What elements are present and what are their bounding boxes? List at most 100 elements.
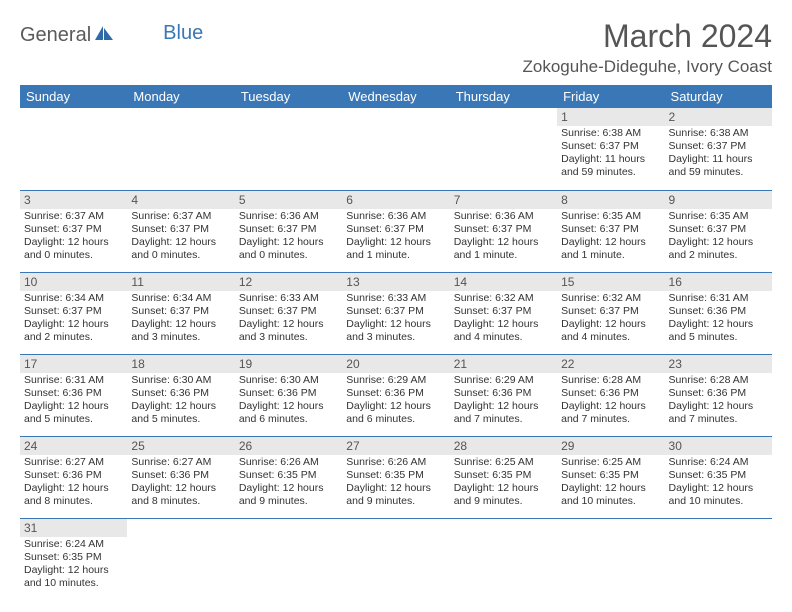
day-number: 27 xyxy=(342,437,449,455)
day-details: Sunrise: 6:32 AMSunset: 6:37 PMDaylight:… xyxy=(450,291,557,346)
daylight-text: Daylight: 12 hours and 4 minutes. xyxy=(561,318,660,344)
sunset-text: Sunset: 6:36 PM xyxy=(561,387,660,400)
sunset-text: Sunset: 6:36 PM xyxy=(24,387,123,400)
sunset-text: Sunset: 6:35 PM xyxy=(24,551,123,564)
day-number: 10 xyxy=(20,273,127,291)
daylight-text: Daylight: 11 hours and 59 minutes. xyxy=(669,153,768,179)
sunrise-text: Sunrise: 6:31 AM xyxy=(24,374,123,387)
sunrise-text: Sunrise: 6:26 AM xyxy=(239,456,338,469)
day-details: Sunrise: 6:31 AMSunset: 6:36 PMDaylight:… xyxy=(665,291,772,346)
daylight-text: Daylight: 12 hours and 4 minutes. xyxy=(454,318,553,344)
day-number: 2 xyxy=(665,108,772,126)
day-number: 13 xyxy=(342,273,449,291)
calendar-day-cell xyxy=(20,108,127,190)
day-number: 30 xyxy=(665,437,772,455)
calendar-day-cell: 11Sunrise: 6:34 AMSunset: 6:37 PMDayligh… xyxy=(127,272,234,354)
logo-text-blue: Blue xyxy=(163,22,203,45)
daylight-text: Daylight: 12 hours and 7 minutes. xyxy=(454,400,553,426)
sunrise-text: Sunrise: 6:37 AM xyxy=(131,210,230,223)
day-details: Sunrise: 6:37 AMSunset: 6:37 PMDaylight:… xyxy=(20,209,127,264)
calendar-day-cell xyxy=(665,518,772,600)
calendar-week-row: 31Sunrise: 6:24 AMSunset: 6:35 PMDayligh… xyxy=(20,518,772,600)
calendar-day-cell: 6Sunrise: 6:36 AMSunset: 6:37 PMDaylight… xyxy=(342,190,449,272)
day-number: 23 xyxy=(665,355,772,373)
calendar-day-cell: 16Sunrise: 6:31 AMSunset: 6:36 PMDayligh… xyxy=(665,272,772,354)
day-number: 16 xyxy=(665,273,772,291)
sail-icon xyxy=(93,24,115,47)
daylight-text: Daylight: 12 hours and 2 minutes. xyxy=(669,236,768,262)
day-details: Sunrise: 6:28 AMSunset: 6:36 PMDaylight:… xyxy=(557,373,664,428)
day-details: Sunrise: 6:34 AMSunset: 6:37 PMDaylight:… xyxy=(20,291,127,346)
day-number: 6 xyxy=(342,191,449,209)
calendar-day-cell: 20Sunrise: 6:29 AMSunset: 6:36 PMDayligh… xyxy=(342,354,449,436)
daylight-text: Daylight: 12 hours and 0 minutes. xyxy=(24,236,123,262)
daylight-text: Daylight: 11 hours and 59 minutes. xyxy=(561,153,660,179)
sunset-text: Sunset: 6:37 PM xyxy=(669,140,768,153)
day-number: 17 xyxy=(20,355,127,373)
daylight-text: Daylight: 12 hours and 1 minute. xyxy=(454,236,553,262)
sunrise-text: Sunrise: 6:30 AM xyxy=(239,374,338,387)
calendar-day-cell: 21Sunrise: 6:29 AMSunset: 6:36 PMDayligh… xyxy=(450,354,557,436)
calendar-day-cell: 27Sunrise: 6:26 AMSunset: 6:35 PMDayligh… xyxy=(342,436,449,518)
daylight-text: Daylight: 12 hours and 5 minutes. xyxy=(24,400,123,426)
calendar-day-cell: 22Sunrise: 6:28 AMSunset: 6:36 PMDayligh… xyxy=(557,354,664,436)
day-details: Sunrise: 6:37 AMSunset: 6:37 PMDaylight:… xyxy=(127,209,234,264)
sunrise-text: Sunrise: 6:32 AM xyxy=(454,292,553,305)
daylight-text: Daylight: 12 hours and 9 minutes. xyxy=(454,482,553,508)
day-number: 11 xyxy=(127,273,234,291)
day-details: Sunrise: 6:31 AMSunset: 6:36 PMDaylight:… xyxy=(20,373,127,428)
sunset-text: Sunset: 6:37 PM xyxy=(561,305,660,318)
day-header: Sunday xyxy=(20,85,127,108)
calendar-week-row: 3Sunrise: 6:37 AMSunset: 6:37 PMDaylight… xyxy=(20,190,772,272)
sunset-text: Sunset: 6:35 PM xyxy=(239,469,338,482)
day-details: Sunrise: 6:29 AMSunset: 6:36 PMDaylight:… xyxy=(342,373,449,428)
sunset-text: Sunset: 6:37 PM xyxy=(346,223,445,236)
sunset-text: Sunset: 6:37 PM xyxy=(346,305,445,318)
day-number: 21 xyxy=(450,355,557,373)
calendar-day-cell: 29Sunrise: 6:25 AMSunset: 6:35 PMDayligh… xyxy=(557,436,664,518)
day-details: Sunrise: 6:29 AMSunset: 6:36 PMDaylight:… xyxy=(450,373,557,428)
sunrise-text: Sunrise: 6:25 AM xyxy=(454,456,553,469)
calendar-day-cell: 9Sunrise: 6:35 AMSunset: 6:37 PMDaylight… xyxy=(665,190,772,272)
daylight-text: Daylight: 12 hours and 9 minutes. xyxy=(239,482,338,508)
calendar-week-row: 24Sunrise: 6:27 AMSunset: 6:36 PMDayligh… xyxy=(20,436,772,518)
calendar-day-cell: 12Sunrise: 6:33 AMSunset: 6:37 PMDayligh… xyxy=(235,272,342,354)
day-details: Sunrise: 6:35 AMSunset: 6:37 PMDaylight:… xyxy=(665,209,772,264)
sunset-text: Sunset: 6:37 PM xyxy=(24,223,123,236)
calendar-day-cell: 19Sunrise: 6:30 AMSunset: 6:36 PMDayligh… xyxy=(235,354,342,436)
sunrise-text: Sunrise: 6:37 AM xyxy=(24,210,123,223)
daylight-text: Daylight: 12 hours and 10 minutes. xyxy=(669,482,768,508)
daylight-text: Daylight: 12 hours and 7 minutes. xyxy=(669,400,768,426)
day-number: 1 xyxy=(557,108,664,126)
day-header: Thursday xyxy=(450,85,557,108)
sunset-text: Sunset: 6:37 PM xyxy=(131,305,230,318)
day-details: Sunrise: 6:24 AMSunset: 6:35 PMDaylight:… xyxy=(665,455,772,510)
calendar-day-cell: 25Sunrise: 6:27 AMSunset: 6:36 PMDayligh… xyxy=(127,436,234,518)
calendar-week-row: 17Sunrise: 6:31 AMSunset: 6:36 PMDayligh… xyxy=(20,354,772,436)
calendar-day-cell: 30Sunrise: 6:24 AMSunset: 6:35 PMDayligh… xyxy=(665,436,772,518)
daylight-text: Daylight: 12 hours and 0 minutes. xyxy=(239,236,338,262)
sunset-text: Sunset: 6:35 PM xyxy=(561,469,660,482)
day-details: Sunrise: 6:30 AMSunset: 6:36 PMDaylight:… xyxy=(235,373,342,428)
logo-text-general: General xyxy=(20,24,91,47)
calendar-day-cell: 7Sunrise: 6:36 AMSunset: 6:37 PMDaylight… xyxy=(450,190,557,272)
sunset-text: Sunset: 6:35 PM xyxy=(669,469,768,482)
sunrise-text: Sunrise: 6:29 AM xyxy=(346,374,445,387)
sunrise-text: Sunrise: 6:31 AM xyxy=(669,292,768,305)
day-header-row: Sunday Monday Tuesday Wednesday Thursday… xyxy=(20,85,772,108)
day-number: 29 xyxy=(557,437,664,455)
day-details: Sunrise: 6:25 AMSunset: 6:35 PMDaylight:… xyxy=(557,455,664,510)
sunrise-text: Sunrise: 6:36 AM xyxy=(454,210,553,223)
day-header: Wednesday xyxy=(342,85,449,108)
daylight-text: Daylight: 12 hours and 3 minutes. xyxy=(346,318,445,344)
sunrise-text: Sunrise: 6:26 AM xyxy=(346,456,445,469)
sunset-text: Sunset: 6:37 PM xyxy=(561,140,660,153)
daylight-text: Daylight: 12 hours and 8 minutes. xyxy=(131,482,230,508)
day-number: 28 xyxy=(450,437,557,455)
day-number: 24 xyxy=(20,437,127,455)
calendar-day-cell: 23Sunrise: 6:28 AMSunset: 6:36 PMDayligh… xyxy=(665,354,772,436)
day-details: Sunrise: 6:38 AMSunset: 6:37 PMDaylight:… xyxy=(665,126,772,181)
calendar-day-cell: 17Sunrise: 6:31 AMSunset: 6:36 PMDayligh… xyxy=(20,354,127,436)
daylight-text: Daylight: 12 hours and 3 minutes. xyxy=(131,318,230,344)
day-header: Friday xyxy=(557,85,664,108)
